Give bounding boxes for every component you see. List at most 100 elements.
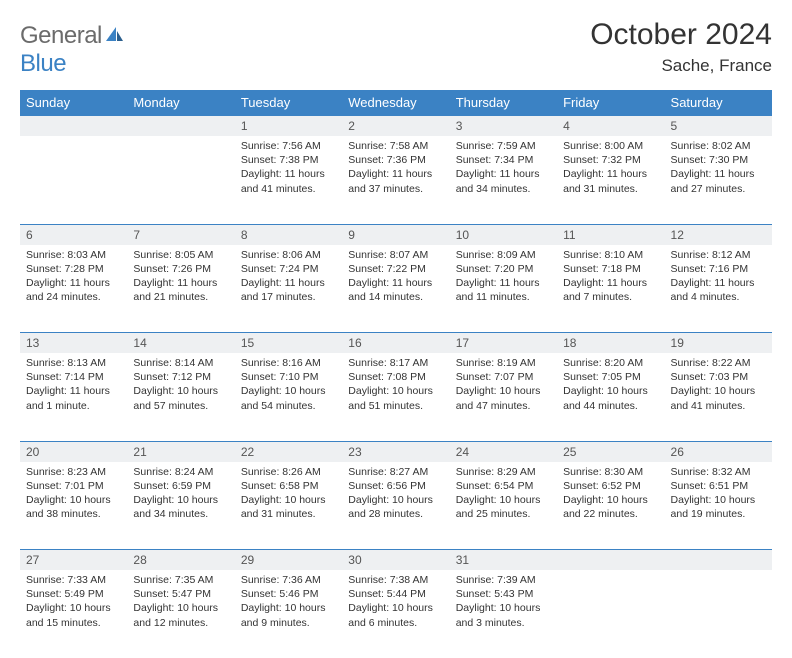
sunrise-text: Sunrise: 8:14 AM	[133, 356, 228, 370]
day-header-row: Sunday Monday Tuesday Wednesday Thursday…	[20, 90, 772, 116]
daylight-text: Daylight: 10 hours	[348, 493, 443, 507]
sunset-text: Sunset: 7:12 PM	[133, 370, 228, 384]
day-cell: Sunrise: 8:17 AMSunset: 7:08 PMDaylight:…	[342, 353, 449, 441]
day-cell: Sunrise: 8:09 AMSunset: 7:20 PMDaylight:…	[450, 245, 557, 333]
sunrise-text: Sunrise: 7:36 AM	[241, 573, 336, 587]
day-cell: Sunrise: 8:30 AMSunset: 6:52 PMDaylight:…	[557, 462, 664, 550]
day-cell: Sunrise: 8:27 AMSunset: 6:56 PMDaylight:…	[342, 462, 449, 550]
day-number: 7	[127, 224, 234, 245]
sunset-text: Sunset: 6:59 PM	[133, 479, 228, 493]
day-header: Wednesday	[342, 90, 449, 116]
daylight-text: and 1 minute.	[26, 399, 121, 413]
day-number: 10	[450, 224, 557, 245]
sunset-text: Sunset: 7:30 PM	[671, 153, 766, 167]
day-cell: Sunrise: 8:32 AMSunset: 6:51 PMDaylight:…	[665, 462, 772, 550]
sunset-text: Sunset: 7:08 PM	[348, 370, 443, 384]
content-row: Sunrise: 7:56 AMSunset: 7:38 PMDaylight:…	[20, 136, 772, 224]
daylight-text: and 54 minutes.	[241, 399, 336, 413]
daylight-text: and 25 minutes.	[456, 507, 551, 521]
day-number: 23	[342, 441, 449, 462]
empty-cell	[20, 136, 127, 224]
day-cell: Sunrise: 8:24 AMSunset: 6:59 PMDaylight:…	[127, 462, 234, 550]
day-number: 11	[557, 224, 664, 245]
daylight-text: Daylight: 10 hours	[456, 384, 551, 398]
daylight-text: Daylight: 11 hours	[456, 276, 551, 290]
sunset-text: Sunset: 7:38 PM	[241, 153, 336, 167]
day-number: 16	[342, 333, 449, 354]
empty-cell	[665, 570, 772, 658]
sunset-text: Sunset: 6:54 PM	[456, 479, 551, 493]
day-number: 21	[127, 441, 234, 462]
daylight-text: Daylight: 11 hours	[241, 167, 336, 181]
sunset-text: Sunset: 7:32 PM	[563, 153, 658, 167]
daylight-text: and 34 minutes.	[133, 507, 228, 521]
empty-cell	[665, 550, 772, 571]
daylight-text: Daylight: 10 hours	[133, 601, 228, 615]
day-cell: Sunrise: 8:23 AMSunset: 7:01 PMDaylight:…	[20, 462, 127, 550]
day-header: Thursday	[450, 90, 557, 116]
day-header: Friday	[557, 90, 664, 116]
day-number: 30	[342, 550, 449, 571]
sail-icon	[104, 22, 124, 50]
daylight-text: and 41 minutes.	[671, 399, 766, 413]
empty-cell	[557, 550, 664, 571]
day-cell: Sunrise: 8:22 AMSunset: 7:03 PMDaylight:…	[665, 353, 772, 441]
title-block: October 2024 Sache, France	[590, 18, 772, 76]
day-cell: Sunrise: 8:14 AMSunset: 7:12 PMDaylight:…	[127, 353, 234, 441]
day-number: 9	[342, 224, 449, 245]
daylight-text: and 51 minutes.	[348, 399, 443, 413]
day-cell: Sunrise: 8:19 AMSunset: 7:07 PMDaylight:…	[450, 353, 557, 441]
day-cell: Sunrise: 8:26 AMSunset: 6:58 PMDaylight:…	[235, 462, 342, 550]
sunrise-text: Sunrise: 8:29 AM	[456, 465, 551, 479]
daylight-text: and 12 minutes.	[133, 616, 228, 630]
daylight-text: and 24 minutes.	[26, 290, 121, 304]
day-cell: Sunrise: 7:39 AMSunset: 5:43 PMDaylight:…	[450, 570, 557, 658]
header: General Blue October 2024 Sache, France	[20, 18, 772, 78]
sunrise-text: Sunrise: 8:05 AM	[133, 248, 228, 262]
daylight-text: and 28 minutes.	[348, 507, 443, 521]
daylight-text: and 6 minutes.	[348, 616, 443, 630]
sunrise-text: Sunrise: 8:22 AM	[671, 356, 766, 370]
daylight-text: and 15 minutes.	[26, 616, 121, 630]
daylight-text: and 22 minutes.	[563, 507, 658, 521]
sunrise-text: Sunrise: 7:33 AM	[26, 573, 121, 587]
day-number: 3	[450, 116, 557, 137]
daylight-text: Daylight: 10 hours	[133, 493, 228, 507]
daylight-text: Daylight: 10 hours	[241, 384, 336, 398]
daylight-text: Daylight: 10 hours	[26, 601, 121, 615]
day-number: 28	[127, 550, 234, 571]
sunrise-text: Sunrise: 8:26 AM	[241, 465, 336, 479]
daylight-text: and 38 minutes.	[26, 507, 121, 521]
day-cell: Sunrise: 8:00 AMSunset: 7:32 PMDaylight:…	[557, 136, 664, 224]
day-number: 1	[235, 116, 342, 137]
page-title: October 2024	[590, 18, 772, 52]
sunset-text: Sunset: 6:56 PM	[348, 479, 443, 493]
daylight-text: Daylight: 11 hours	[671, 167, 766, 181]
day-cell: Sunrise: 8:29 AMSunset: 6:54 PMDaylight:…	[450, 462, 557, 550]
brand-blue: Blue	[20, 50, 66, 77]
daylight-text: and 41 minutes.	[241, 182, 336, 196]
sunrise-text: Sunrise: 8:07 AM	[348, 248, 443, 262]
sunrise-text: Sunrise: 7:38 AM	[348, 573, 443, 587]
sunset-text: Sunset: 6:58 PM	[241, 479, 336, 493]
day-cell: Sunrise: 7:38 AMSunset: 5:44 PMDaylight:…	[342, 570, 449, 658]
content-row: Sunrise: 8:23 AMSunset: 7:01 PMDaylight:…	[20, 462, 772, 550]
content-row: Sunrise: 8:03 AMSunset: 7:28 PMDaylight:…	[20, 245, 772, 333]
sunset-text: Sunset: 7:01 PM	[26, 479, 121, 493]
sunset-text: Sunset: 7:10 PM	[241, 370, 336, 384]
day-number: 27	[20, 550, 127, 571]
content-row: Sunrise: 7:33 AMSunset: 5:49 PMDaylight:…	[20, 570, 772, 658]
sunrise-text: Sunrise: 7:56 AM	[241, 139, 336, 153]
sunrise-text: Sunrise: 8:17 AM	[348, 356, 443, 370]
daylight-text: and 21 minutes.	[133, 290, 228, 304]
sunset-text: Sunset: 5:46 PM	[241, 587, 336, 601]
sunset-text: Sunset: 7:26 PM	[133, 262, 228, 276]
sunset-text: Sunset: 7:03 PM	[671, 370, 766, 384]
day-cell: Sunrise: 8:20 AMSunset: 7:05 PMDaylight:…	[557, 353, 664, 441]
day-number: 20	[20, 441, 127, 462]
daylight-text: Daylight: 11 hours	[671, 276, 766, 290]
sunrise-text: Sunrise: 8:27 AM	[348, 465, 443, 479]
day-cell: Sunrise: 8:05 AMSunset: 7:26 PMDaylight:…	[127, 245, 234, 333]
day-number: 13	[20, 333, 127, 354]
daylight-text: and 31 minutes.	[563, 182, 658, 196]
